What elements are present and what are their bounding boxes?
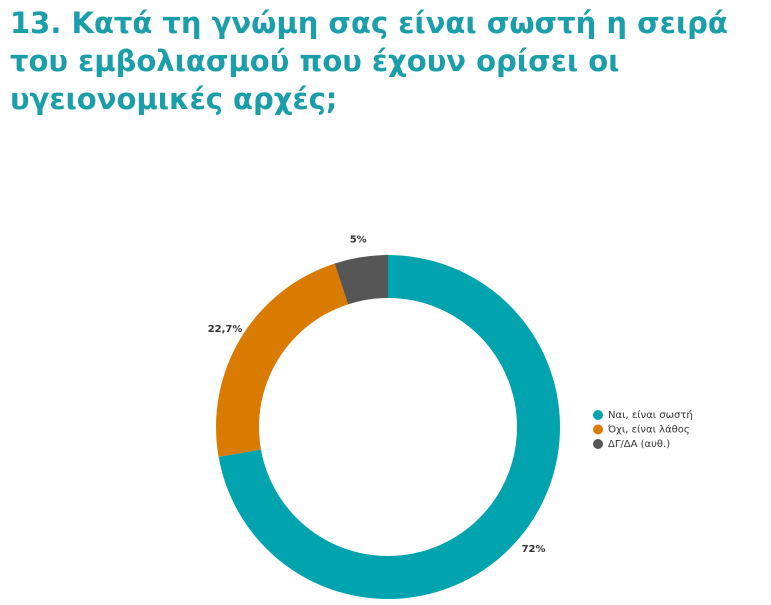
donut-slice [216,263,349,457]
data-label: 22,7% [208,324,243,335]
data-label: 72% [522,544,546,555]
legend-marker [593,439,603,449]
donut-slice [334,255,388,305]
legend-marker [593,424,603,435]
legend-label: Ναι, είναι σωστή [608,409,693,421]
legend-label: ΔΓ/ΔΑ (αυθ.) [608,439,670,450]
data-label: 5% [350,234,367,245]
chart-title: 13. Κατά τη γνώμη σας είναι σωστή η σειρ… [10,6,728,116]
legend-marker [593,410,603,420]
legend-label: Όχι, είναι λάθος [607,424,690,436]
